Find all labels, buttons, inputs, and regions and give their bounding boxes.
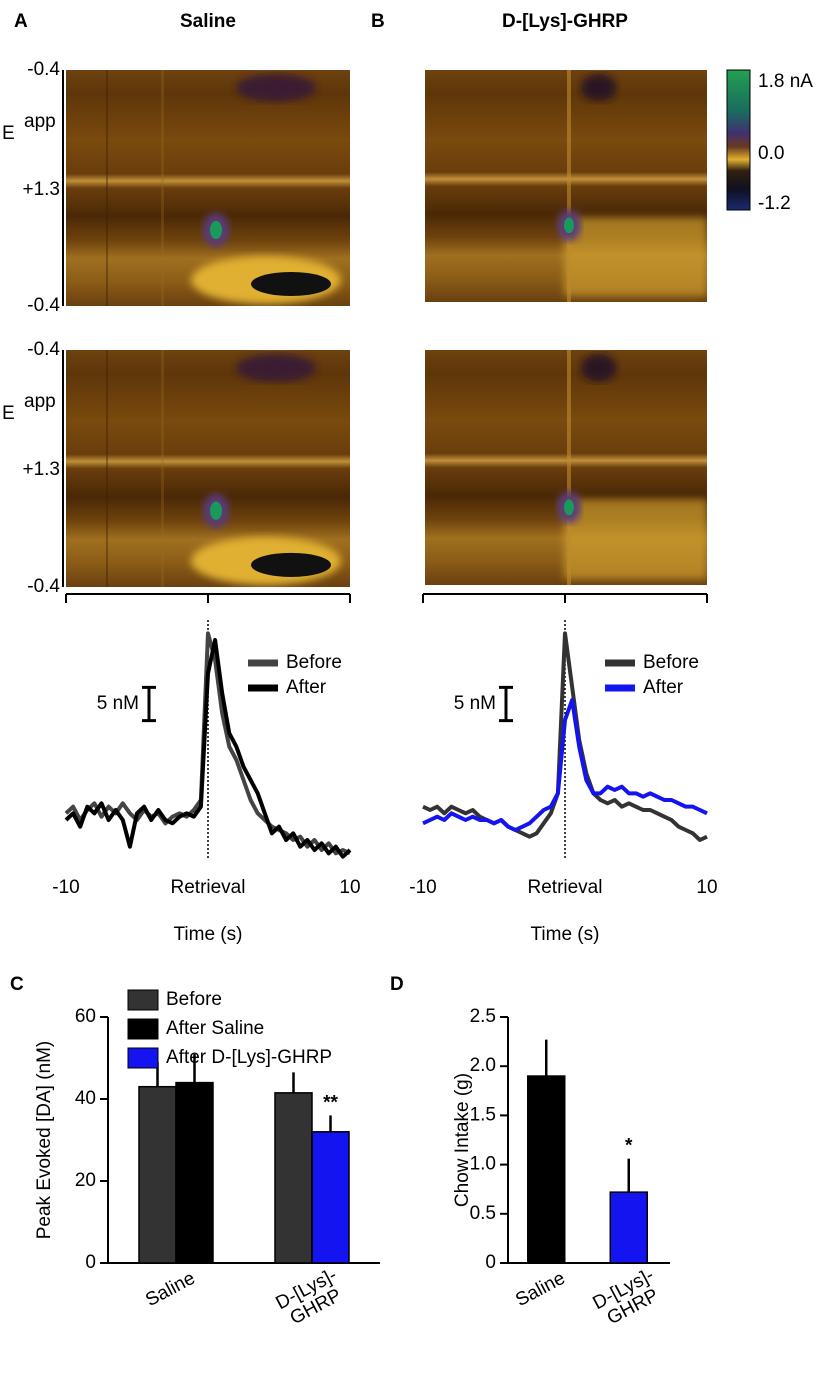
legend-label: After: [286, 677, 327, 698]
scale-bar: [142, 685, 156, 723]
legend-swatch: [127, 989, 159, 1011]
y-tick-label: 20: [75, 1170, 96, 1191]
legend-label: Before: [643, 652, 699, 673]
y-tick-label: 0: [85, 1252, 96, 1273]
y-axis-title: Peak Evoked [DA] (nM): [34, 1041, 55, 1240]
y-tick-label: 1.0: [470, 1154, 496, 1175]
heatmap-tick-label: -0.4: [27, 576, 60, 597]
heatmap: [425, 350, 707, 585]
heatmap-axis-label-sup: app: [24, 391, 56, 412]
panel-title: Saline: [180, 11, 236, 32]
legend-label: Before: [286, 652, 342, 673]
heatmap: [66, 70, 350, 306]
heatmap-axis-label-sup: app: [24, 111, 56, 132]
y-tick-label: 2.0: [470, 1055, 496, 1076]
heatmap: [66, 350, 350, 587]
y-axis-title: Chow Intake (g): [452, 1073, 473, 1207]
colorbar-tick-label: 0.0: [758, 143, 784, 164]
legend-swatch: [127, 1018, 159, 1040]
trace-line: [64, 638, 352, 859]
heatmap-tick-label: +1.3: [22, 459, 60, 480]
bar: [527, 1075, 566, 1264]
bar: [274, 1092, 313, 1264]
heatmap-tick-label: +1.3: [22, 179, 60, 200]
x-tick-label: 10: [696, 877, 717, 898]
legend-label: Before: [166, 989, 222, 1010]
y-tick-label: 1.5: [470, 1104, 496, 1125]
bar: [138, 1085, 177, 1264]
heatmap-tick-label: -0.4: [27, 59, 60, 80]
colorbar-tick-label: -1.2: [758, 193, 791, 214]
panel-title: D-[Lys]-GHRP: [502, 11, 628, 32]
trace-line: [422, 698, 708, 832]
legend-label: After Saline: [166, 1018, 264, 1039]
panel-label: B: [371, 11, 385, 32]
heatmap-tick-label: -0.4: [27, 295, 60, 316]
x-tick-label: Retrieval: [528, 877, 603, 898]
legend-swatch: [127, 1047, 159, 1069]
legend-label: After D-[Lys]-GHRP: [166, 1047, 332, 1068]
heatmap: [425, 70, 707, 302]
scale-bar-label: 5 nM: [97, 693, 139, 714]
legend-label: After: [643, 677, 684, 698]
x-axis-title: Time (s): [174, 924, 243, 945]
trace-line: [422, 631, 708, 842]
bar: [609, 1191, 648, 1264]
scale-bar-label: 5 nM: [454, 693, 496, 714]
y-tick-label: 2.5: [470, 1006, 496, 1027]
x-tick-label: 10: [339, 877, 360, 898]
scale-bar: [499, 685, 513, 723]
x-axis-title: Time (s): [531, 924, 600, 945]
colorbar-tick-label: 1.8 nA: [758, 71, 813, 92]
x-tick-label: -10: [409, 877, 436, 898]
heatmap-axis-label: E: [2, 123, 15, 144]
bar: [311, 1131, 350, 1264]
x-tick-label: -10: [52, 877, 79, 898]
panel-label: A: [14, 11, 28, 32]
heatmap-tick-label: -0.4: [27, 339, 60, 360]
x-tick-label: Retrieval: [171, 877, 246, 898]
bar: [175, 1081, 214, 1264]
panel-label: D: [390, 974, 404, 995]
significance-label: **: [323, 1092, 338, 1113]
y-tick-label: 0: [485, 1252, 496, 1273]
y-tick-label: 60: [75, 1006, 96, 1027]
colorbar: [726, 69, 751, 211]
panel-label: C: [10, 974, 24, 995]
significance-label: *: [625, 1136, 633, 1157]
y-tick-label: 40: [75, 1088, 96, 1109]
heatmap-axis-label: E: [2, 403, 15, 424]
y-tick-label: 0.5: [470, 1203, 496, 1224]
